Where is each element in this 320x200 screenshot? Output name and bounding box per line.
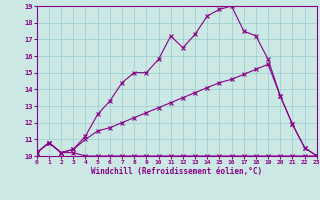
X-axis label: Windchill (Refroidissement éolien,°C): Windchill (Refroidissement éolien,°C): [91, 167, 262, 176]
